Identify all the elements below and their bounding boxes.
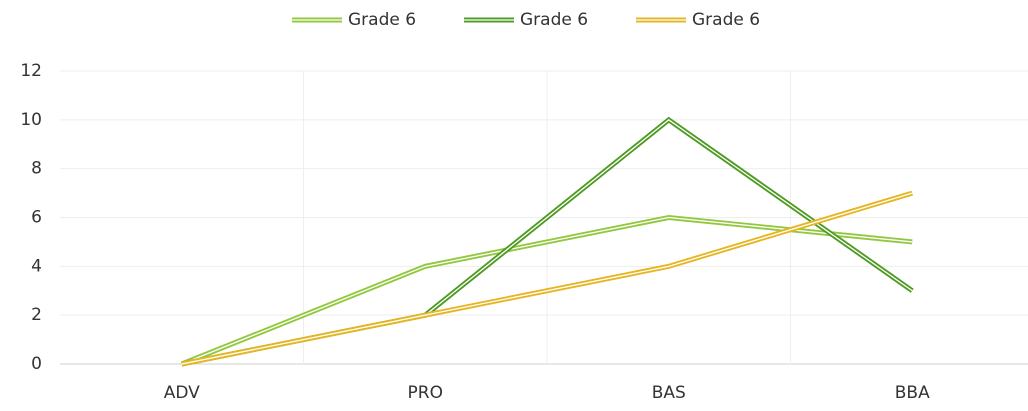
x-tick-label: BBA [895,383,930,403]
y-tick-label: 8 [31,159,42,179]
y-tick-label: 0 [31,354,42,374]
y-tick-label: 4 [31,256,42,276]
x-tick-label: BAS [652,383,686,403]
y-tick-label: 12 [20,61,42,81]
y-tick-label: 10 [20,110,42,130]
legend-label: Grade 6 [520,10,588,30]
x-tick-label: PRO [408,383,443,403]
y-tick-label: 2 [31,305,42,325]
x-tick-label: ADV [164,383,200,403]
legend-label: Grade 6 [348,10,416,30]
legend-label: Grade 6 [692,10,760,30]
y-tick-label: 6 [31,208,42,228]
series-line-inner [181,192,913,365]
